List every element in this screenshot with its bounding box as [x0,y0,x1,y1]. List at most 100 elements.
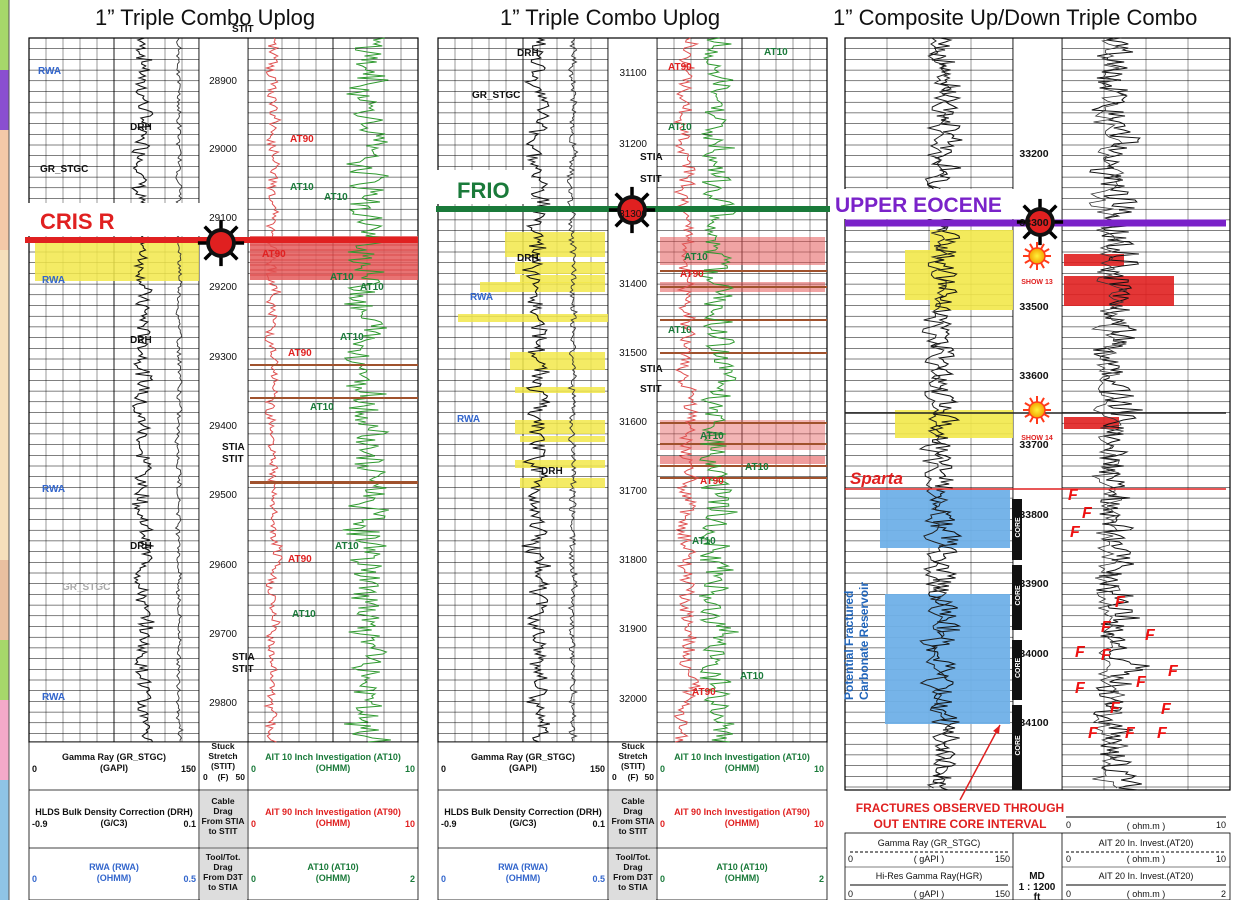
log1-header-at10-unit: (OHMM) [316,763,351,773]
log1-curve-label: STIT [222,454,244,465]
log3-sand-fill [905,270,1013,300]
log1-header-tool-text: Tool/Tot. [206,852,241,862]
log1-header-rwa-min: 0 [32,874,37,884]
log1-header-at90-max: 10 [405,819,415,829]
log1-curve-label: RWA [42,692,65,703]
log1-formation-label-bg [25,203,200,236]
log1-header-stuck-max: 50 [236,772,246,782]
log2-curve-label: AT10 [700,431,724,442]
log2-curve-label: AT10 [740,671,764,682]
log2-header-gr-unit: (GAPI) [509,763,537,773]
log1-header-gr-title: Gamma Ray (GR_STGC) [62,752,166,762]
log3-header-at20a-min: 0 [1066,820,1071,830]
log1-header-at10b-max: 2 [410,874,415,884]
log3-fractures-label-2: OUT ENTIRE CORE INTERVAL [874,817,1047,831]
log2-depth-label: 31900 [619,624,647,635]
log1-header-tool-bg [200,849,247,900]
log1-header-drh-min: -0.9 [32,819,48,829]
log2-depth-label: 31600 [619,417,647,428]
log2-header-at90-max: 10 [814,819,824,829]
log1-resistivity-fill [250,236,418,280]
log1-sand-fill [35,243,199,281]
log2-sand-fill [510,352,605,370]
log3-formation-label: UPPER EOCENE [835,194,1002,217]
log2-curve-label: AT10 [692,536,716,547]
log2-header-cable-bg [609,791,656,847]
log2-header-tool-text: Drag [623,862,642,872]
log3-fracture-marker: F [1136,674,1147,691]
log3-depth-label: 34000 [1019,648,1048,660]
edge-strip-segment [0,250,9,560]
log1-header-stuck-min: 0 [203,772,208,782]
log2-sand-fill [520,436,605,442]
log1-depth-label: 29400 [209,421,237,432]
log2-header-drh-title: HLDS Bulk Density Correction (DRH) [444,807,602,817]
log3-show-14-icon [1023,396,1051,424]
log3-fracture-marker: F [1088,725,1099,742]
log2-header-drh-unit: (G/C3) [510,818,537,828]
log2-formation-label: FRIO [457,178,510,203]
log1-drh-curve [174,37,184,743]
log1-header-cable-text: to STIT [209,826,239,836]
log1-curve-label: RWA [42,275,65,286]
log1-depth-label: 29700 [209,629,237,640]
log2-header-stuck-text: (STIT) [621,761,645,771]
edge-strip-segment [0,0,9,70]
log3-header-hgr-unit: ( gAPI ) [914,889,945,899]
log3-header-gr-unit: ( gAPI ) [914,854,945,864]
edge-strip-segment [0,700,9,780]
log2-header-at10-max: 10 [814,764,824,774]
log3-sparta-label: Sparta [850,469,903,488]
log3-sand-fill [930,230,1013,250]
log1-header-stuck-text: (STIT) [211,761,235,771]
log2-depth-label: 32000 [619,694,647,705]
log3-header-md-3: ft [1034,892,1041,900]
log3-core-bar-label: CORE [1015,517,1022,538]
log2-header-at10-min: 0 [660,764,665,774]
log2-header-stuck-min: 0 [612,772,617,782]
log2-curve-label: AT10 [668,122,692,133]
log3-show-13-label: SHOW 13 [1021,279,1053,286]
log2-formation-label-bg [436,170,531,204]
log3-fracture-marker: F [1115,594,1126,611]
log1-depth-label: 29300 [209,352,237,363]
log2-depth-label: 31100 [619,68,647,79]
log2-curve-label: AT90 [700,476,724,487]
log1-header-cable-text: Drag [213,806,232,816]
log3-header-at20b-unit: ( ohm.m ) [1127,854,1166,864]
log1-header-stuck-text: Stretch [208,751,237,761]
log3-header-at20c-max: 2 [1221,889,1226,899]
sun-core [1029,211,1051,233]
log3-depth-label: 34100 [1019,717,1048,729]
log3-header-at20c-min: 0 [1066,889,1071,899]
log2-depth-label: 31800 [619,555,647,566]
log1-depth-label: 29600 [209,560,237,571]
log1-depth-label: 29200 [209,282,237,293]
log2-header-at10b-title: AT10 (AT10) [716,862,767,872]
log2-curve-label: DRH [517,253,539,264]
log2-drh-curve [566,37,579,743]
log1-curve-label: GR_STGC [62,582,110,593]
log2-header-at90-title: AIT 90 Inch Investigation (AT90) [674,807,810,817]
log3-header-md-2: 1 : 1200 [1019,882,1056,893]
log1-curve-label: AT10 [340,332,364,343]
log1-header-drh-unit: (G/C3) [101,818,128,828]
show-sun [1028,401,1046,419]
log3-fracture-marker: F [1157,725,1168,742]
log2-header-drh-min: -0.9 [441,819,457,829]
log3-fracture-marker: F [1075,680,1086,697]
log1-curve-label: AT90 [290,134,314,145]
log2-depth-label: 31500 [619,348,647,359]
log3-header-at20c-title: AIT 20 In. Invest.(AT20) [1099,871,1194,881]
log3-fracture-marker: F [1101,647,1112,664]
log1-curve-label: STIT [232,664,254,675]
log1-gr-curve [130,37,155,743]
log1-header-rwa-max: 0.5 [183,874,196,884]
log1-curve-label: AT90 [288,348,312,359]
log2-sand-fill [520,478,605,488]
log3-fracture-marker: F [1101,619,1112,636]
log2-header-at10b-unit: (OHMM) [725,873,760,883]
log2-header-rwa-title: RWA (RWA) [498,862,548,872]
log1-header-at90-unit: (OHMM) [316,818,351,828]
